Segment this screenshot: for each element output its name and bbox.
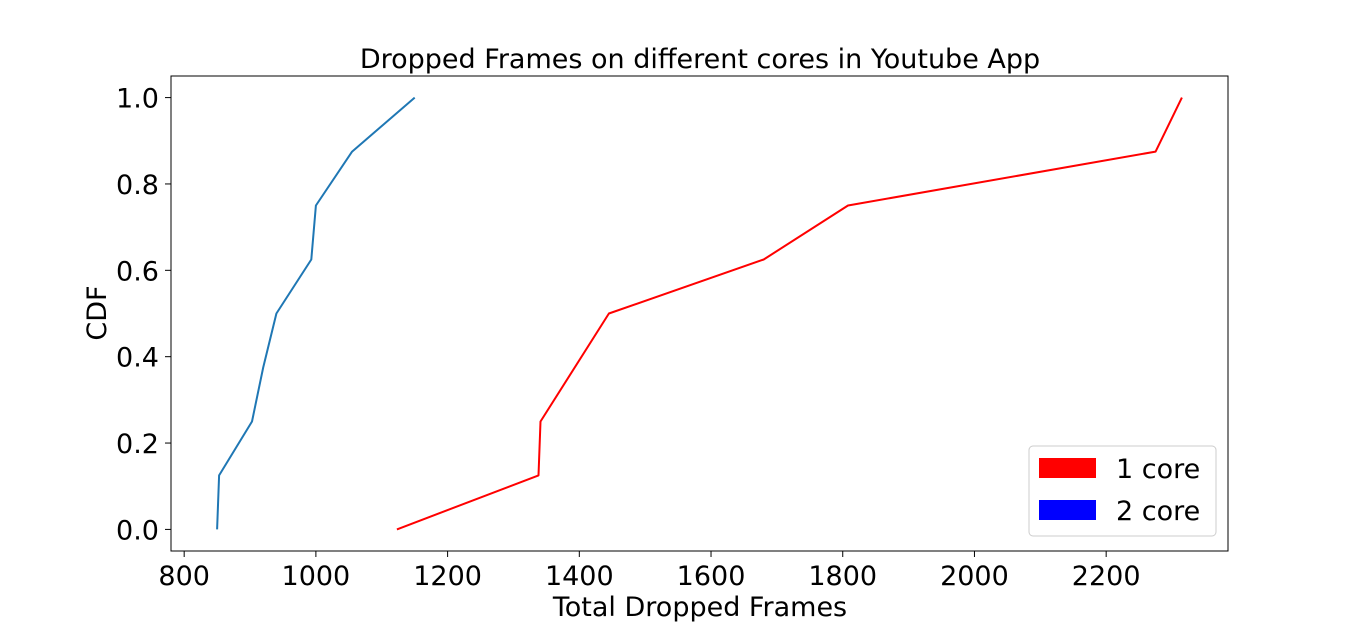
x-tick-label: 1800 — [808, 561, 877, 592]
x-tick-label: 1200 — [413, 561, 482, 592]
y-tick-label: 0.6 — [116, 256, 159, 287]
x-axis: 800 1000 1200 1400 1600 1800 2000 2200 — [158, 551, 1141, 592]
legend-label-1-core: 1 core — [1116, 454, 1200, 485]
x-tick-label: 1400 — [545, 561, 614, 592]
series-line-2-core — [216, 96, 416, 530]
chart-title: Dropped Frames on different cores in You… — [360, 44, 1040, 75]
legend-label-2-core: 2 core — [1116, 496, 1200, 527]
y-tick-label: 0.8 — [116, 170, 159, 201]
series-line-1-core — [396, 97, 1183, 531]
x-tick-label: 1600 — [677, 561, 746, 592]
legend-swatch-1-core — [1039, 458, 1096, 478]
legend: 1 core 2 core — [1028, 445, 1217, 537]
plot-area — [170, 75, 1229, 552]
x-axis-label: Total Dropped Frames — [552, 592, 847, 623]
y-tick-label: 1.0 — [116, 84, 159, 115]
y-tick-label: 0.2 — [116, 429, 159, 460]
y-tick-label: 0.0 — [116, 515, 159, 546]
x-tick-label: 1000 — [282, 561, 351, 592]
series-lines — [216, 96, 1183, 531]
y-axis: 0.0 0.2 0.4 0.6 0.8 1.0 — [116, 84, 171, 546]
y-tick-label: 0.4 — [116, 343, 159, 374]
x-tick-label: 800 — [158, 561, 210, 592]
x-tick-label: 2000 — [940, 561, 1009, 592]
x-tick-label: 2200 — [1072, 561, 1141, 592]
legend-swatch-2-core — [1039, 500, 1096, 520]
y-axis-label: CDF — [82, 285, 113, 340]
